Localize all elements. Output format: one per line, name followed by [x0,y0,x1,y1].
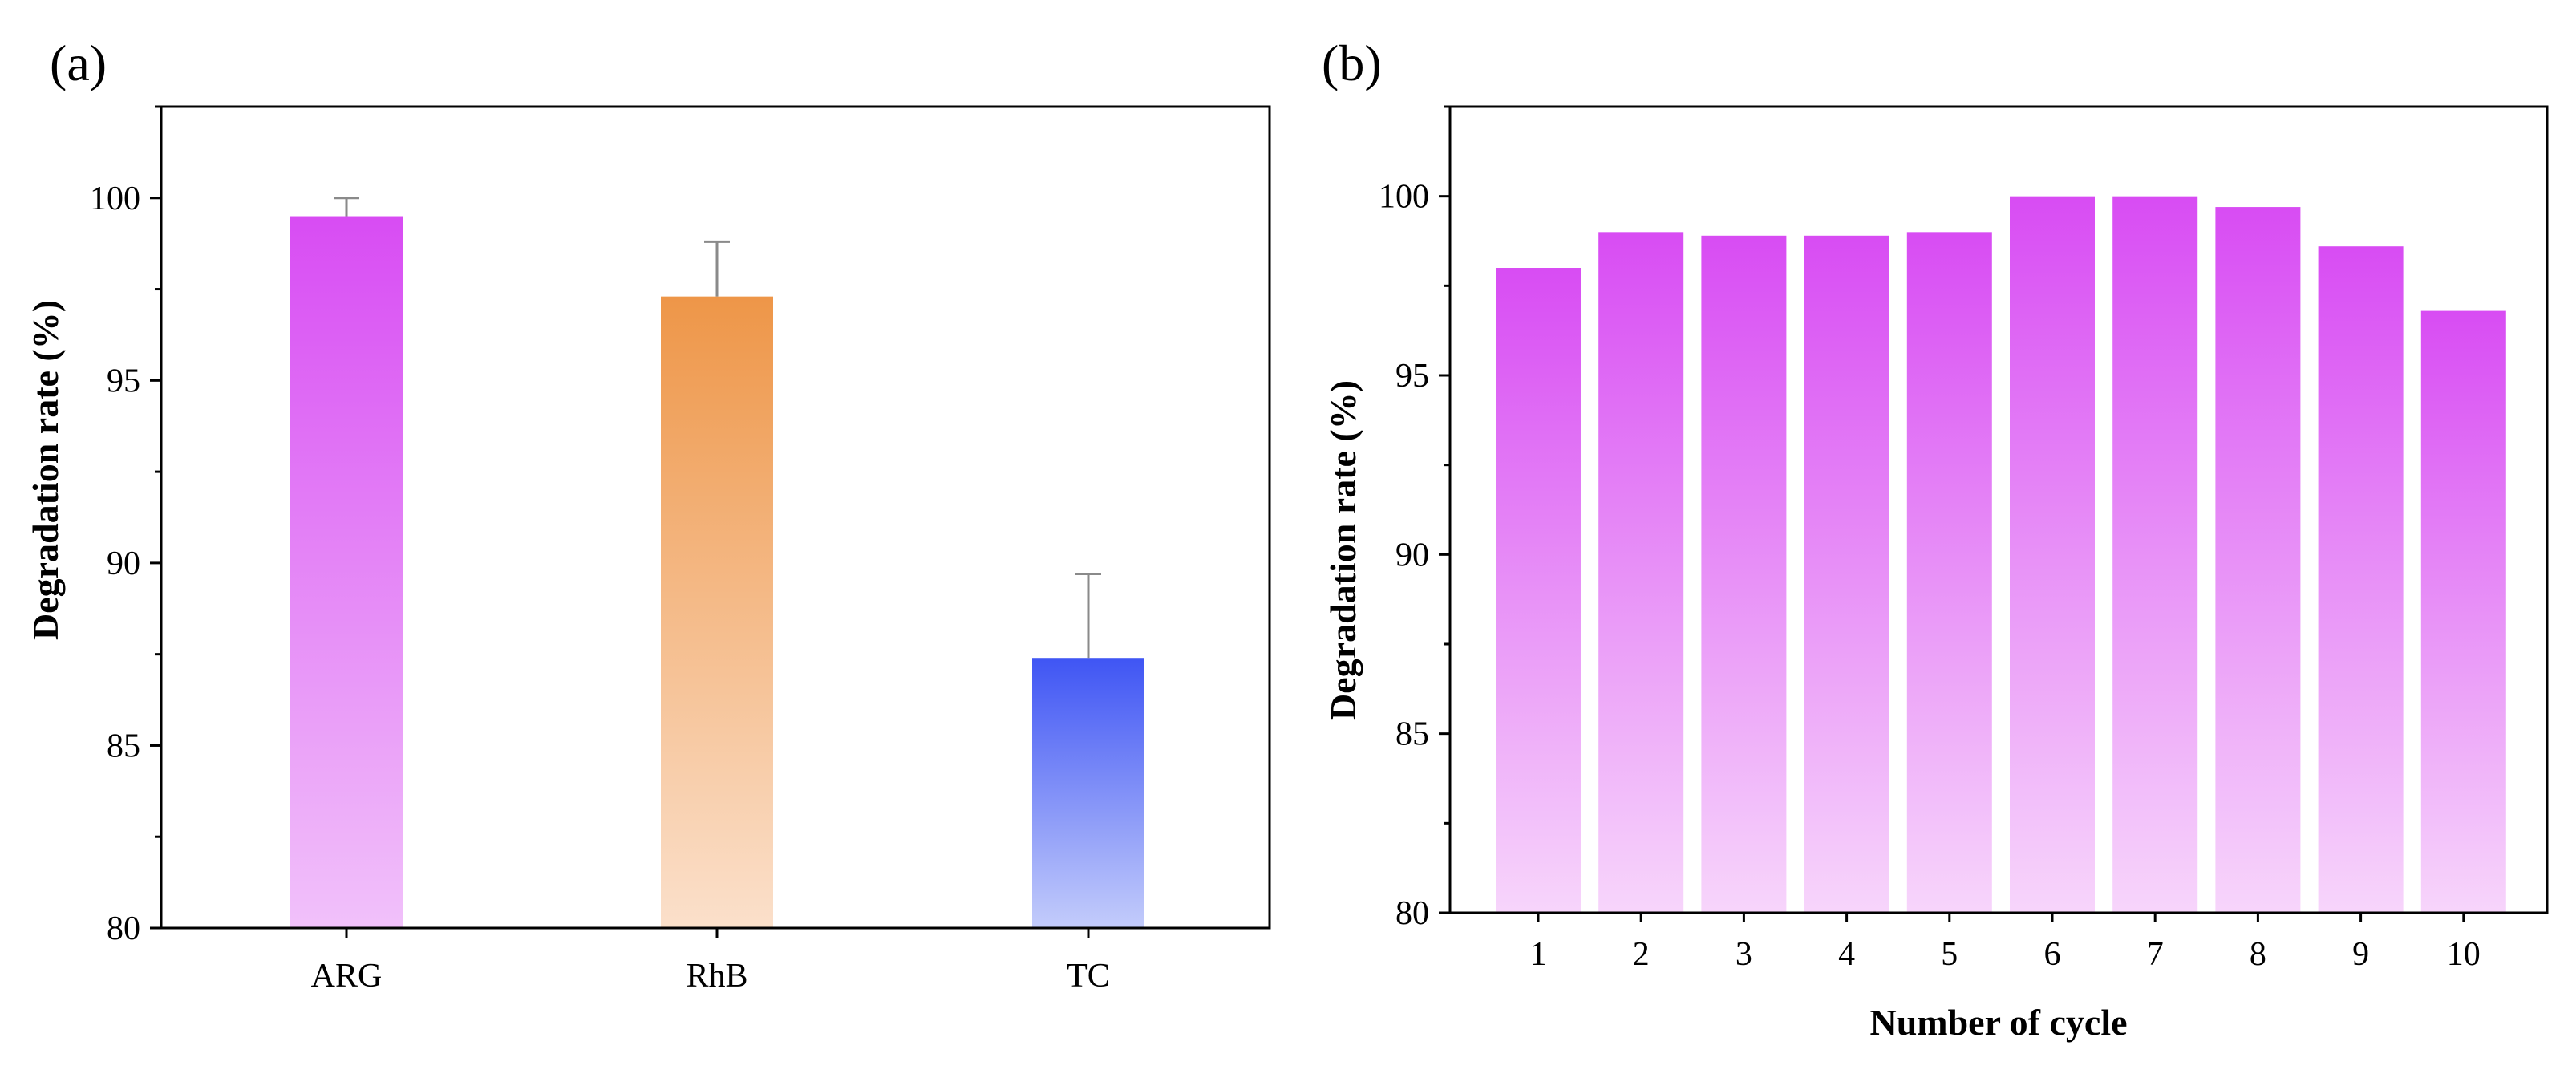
x-tick-label: 3 [1736,936,1752,973]
plot-frame-b [1448,105,2549,914]
x-tick-labels-b: 1 2 3 4 5 6 7 8 9 10 [1530,913,2481,973]
x-tick-label: 1 [1530,936,1547,973]
x-tick-label: 5 [1941,936,1958,973]
y-tick-label: 95 [107,363,140,399]
chart-panel-a: (a) Degradation rate (%) 80 85 90 95 100 ARG… [25,34,1271,995]
y-tick-label: 90 [107,545,140,582]
bar-tc [1032,658,1144,928]
y-tick-label: 100 [1379,179,1429,216]
bars-a [290,216,1144,928]
y-ticks-a: 80 85 90 95 100 [90,105,161,947]
x-tick-label: 10 [2447,936,2481,973]
y-tick-label: 85 [107,727,140,764]
bar-5 [1906,232,1992,913]
bar-3 [1701,235,1787,913]
plot-frame-a [160,105,1271,930]
x-tick-label: 4 [1838,936,1855,973]
y-tick-label: 85 [1395,716,1429,753]
x-tick-label: ARG [311,958,383,995]
y-tick-label: 80 [1395,895,1429,932]
x-axis-title-b: Number of cycle [1869,1002,2127,1043]
bar-8 [2215,207,2301,914]
y-tick-label: 95 [1395,358,1429,395]
y-ticks-b: 80 85 90 95 100 [1379,105,1450,932]
bars-b [1496,196,2506,914]
x-tick-label: 2 [1633,936,1650,973]
x-tick-label: TC [1067,958,1110,995]
bar-7 [2112,196,2198,913]
panel-label-b: (b) [1322,34,1382,91]
bar-4 [1804,235,1889,913]
y-tick-label: 100 [90,180,140,217]
error-bars-a [334,197,1101,659]
x-tick-labels-a: ARG RhB TC [311,928,1110,995]
x-tick-label: RhB [686,958,747,995]
bar-1 [1496,268,1581,913]
y-axis-title-b: Degradation rate (%) [1322,380,1363,720]
bar-6 [2010,196,2095,913]
y-tick-label: 80 [107,910,140,947]
x-tick-label: 6 [2044,936,2061,973]
bar-arg [290,216,403,928]
y-axis-title-a: Degradation rate (%) [25,300,66,640]
bar-rhb [661,296,773,928]
bar-9 [2318,246,2404,913]
bar-10 [2420,310,2506,914]
panel-label-a: (a) [50,34,107,91]
bar-2 [1598,232,1684,913]
x-tick-label: 9 [2352,936,2369,973]
x-tick-label: 7 [2147,936,2164,973]
y-tick-label: 90 [1395,537,1429,573]
x-tick-label: 8 [2250,936,2266,973]
